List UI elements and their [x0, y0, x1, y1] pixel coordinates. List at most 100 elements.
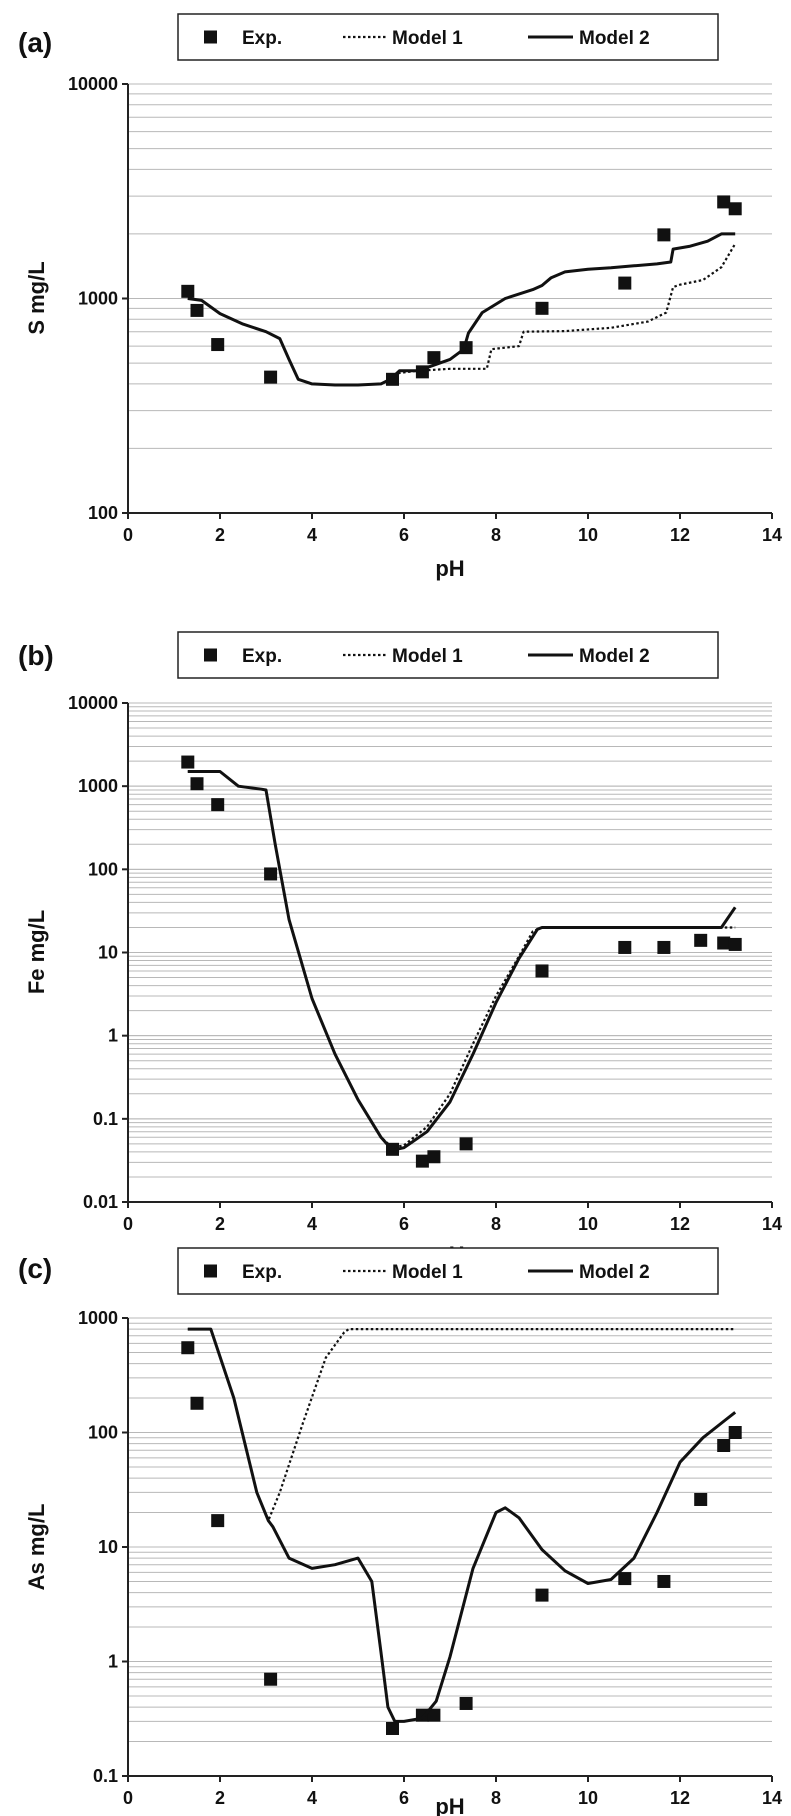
x-tick-label: 0 [123, 1214, 133, 1234]
y-tick-label: 1000 [78, 289, 118, 309]
data-point [190, 1396, 204, 1410]
data-point [717, 936, 731, 950]
x-tick-label: 12 [670, 1788, 690, 1808]
x-tick-label: 8 [491, 1788, 501, 1808]
data-point [190, 777, 204, 791]
x-tick-label: 0 [123, 1788, 133, 1808]
x-tick-label: 10 [578, 1788, 598, 1808]
data-point [728, 202, 742, 216]
data-point [694, 933, 708, 947]
data-point [181, 284, 195, 298]
x-tick-label: 2 [215, 525, 225, 545]
model2-line [187, 232, 736, 387]
data-point [717, 195, 731, 209]
series-dotted-line [187, 1327, 736, 1522]
x-tick-label: 12 [670, 525, 690, 545]
y-axis-title: Fe mg/L [24, 910, 49, 994]
x-axis-title: pH [435, 1794, 464, 1816]
data-point [717, 1438, 731, 1452]
data-point [386, 1721, 399, 1735]
legend-label-model1: Model 1 [392, 28, 463, 49]
y-tick-label: 1 [108, 1026, 118, 1046]
data-point [264, 370, 278, 384]
data-point [657, 940, 671, 954]
x-tick-label: 2 [215, 1214, 225, 1234]
legend-box [177, 1247, 719, 1295]
series-square-markers [181, 1341, 742, 1735]
data-point [618, 1572, 632, 1586]
x-tick-label: 8 [491, 1214, 501, 1234]
data-point [211, 1514, 225, 1528]
y-tick-label: 0.1 [93, 1766, 118, 1786]
model1-line [187, 1327, 736, 1522]
series-square-markers [181, 195, 742, 386]
panel-label: (a) [18, 27, 52, 58]
data-point [535, 301, 549, 315]
data-point [535, 964, 549, 978]
legend-box [177, 631, 719, 679]
data-point [264, 867, 278, 881]
legend-label-model1: Model 1 [392, 646, 463, 667]
y-tick-label: 0.01 [83, 1192, 118, 1212]
panel-label: (c) [18, 1253, 52, 1284]
legend-marker-exp [204, 1264, 217, 1278]
x-tick-label: 0 [123, 525, 133, 545]
legend: Exp. Model 1 Model 2 [177, 1247, 719, 1295]
model2-line [187, 1327, 737, 1723]
chart-panel: 0 2 4 6 8 10 12 14 0.1 1 10 100 1000 pH As mg/L (c) Exp.… [18, 1247, 782, 1816]
data-point [535, 1588, 549, 1602]
y-tick-label: 100 [88, 1423, 118, 1443]
x-tick-label: 6 [399, 1214, 409, 1234]
y-tick-label: 100 [88, 859, 118, 879]
legend-label-model2: Model 2 [579, 1262, 650, 1283]
data-point [427, 1150, 441, 1164]
y-axis-title: S mg/L [24, 261, 49, 334]
data-point [211, 338, 225, 352]
legend-label-model2: Model 2 [579, 646, 650, 667]
model2-line [187, 770, 737, 1152]
data-point [618, 940, 632, 954]
data-point [427, 351, 441, 365]
x-tick-label: 14 [762, 1788, 782, 1808]
model1-line [187, 243, 737, 387]
legend-label-exp: Exp. [242, 1262, 282, 1283]
panel-label: (b) [18, 640, 54, 671]
y-tick-label: 10 [98, 1537, 118, 1557]
legend-marker-exp [204, 30, 217, 44]
y-tick-label: 1000 [78, 776, 118, 796]
y-axis-title: As mg/L [24, 1504, 49, 1591]
data-point [657, 228, 671, 242]
data-point [264, 1672, 278, 1686]
y-tick-label: 1 [108, 1652, 118, 1672]
x-tick-label: 14 [762, 525, 782, 545]
x-axis-title: pH [435, 556, 464, 581]
data-point [211, 798, 225, 812]
data-point [459, 1696, 473, 1710]
x-tick-label: 4 [307, 525, 317, 545]
data-point [427, 1708, 441, 1722]
y-tick-label: 10000 [68, 693, 118, 713]
data-point [459, 1137, 473, 1151]
data-point [190, 303, 204, 317]
legend-box [177, 13, 719, 61]
data-point [181, 755, 195, 769]
legend: Exp. Model 1 Model 2 [177, 631, 719, 679]
data-point [181, 1341, 195, 1355]
x-tick-label: 10 [578, 1214, 598, 1234]
y-tick-label: 10000 [68, 74, 118, 94]
legend-label-model2: Model 2 [579, 28, 650, 49]
y-tick-label: 1000 [78, 1308, 118, 1328]
data-point [728, 1426, 742, 1439]
data-point [694, 1492, 708, 1506]
data-point [728, 937, 742, 951]
legend-marker-exp [204, 648, 217, 662]
x-tick-label: 8 [491, 525, 501, 545]
y-tick-label: 10 [98, 943, 118, 963]
legend-label-model1: Model 1 [392, 1262, 463, 1283]
x-tick-label: 4 [307, 1788, 317, 1808]
x-tick-label: 6 [399, 525, 409, 545]
y-tick-label: 0.1 [93, 1109, 118, 1129]
y-tick-label: 100 [88, 503, 118, 523]
data-point [657, 1574, 671, 1588]
